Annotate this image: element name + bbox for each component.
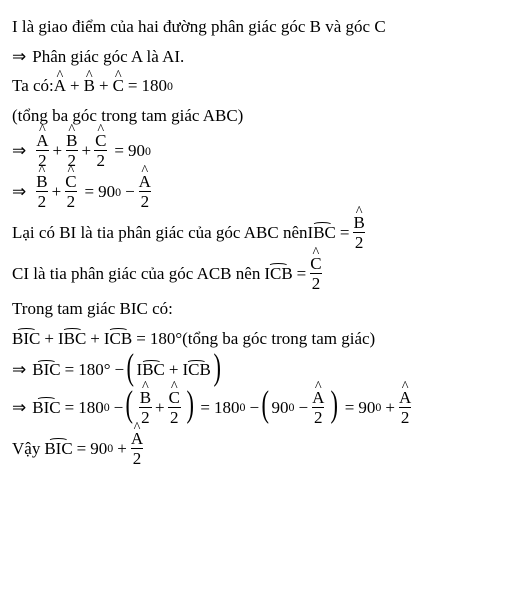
hat-IBC: IBC xyxy=(308,224,336,241)
val: 180° xyxy=(150,326,182,352)
op: + xyxy=(117,436,127,462)
op: − xyxy=(115,357,125,383)
hat-C: C xyxy=(113,77,124,94)
hat-ICB: ICB xyxy=(264,265,292,282)
frac: C 2 xyxy=(63,173,78,210)
hat-ICB: ICB xyxy=(104,330,132,347)
eq-line-7: Vậy BIC = 900 + A2 xyxy=(12,430,505,467)
op: + xyxy=(81,138,91,164)
hat-BIC: BIC xyxy=(32,361,60,378)
val: 180 xyxy=(142,73,168,99)
text: I là giao điểm của hai đường phân giác g… xyxy=(12,14,386,40)
op: + xyxy=(99,73,109,99)
text: Phân giác góc A là AI. xyxy=(32,44,184,70)
val: 90 xyxy=(128,138,145,164)
frac: B 2 xyxy=(34,173,49,210)
op: = xyxy=(200,395,210,421)
eq-line-1: Ta có: A + B + C = 1800 xyxy=(12,73,505,99)
text-line-5: CI là tia phân giác của góc ACB nên ICB … xyxy=(12,255,505,292)
op: = xyxy=(85,179,95,205)
op: + xyxy=(53,138,63,164)
text-line-4: Lại có BI là tia phân giác của góc ABC n… xyxy=(12,214,505,251)
hat-A: A xyxy=(54,77,66,94)
frac: C 2 xyxy=(308,255,323,292)
val: 180° xyxy=(78,357,110,383)
hat-B: B xyxy=(84,77,95,94)
text-line-6: Trong tam giác BIC có: xyxy=(12,296,505,322)
hat-BIC: BIC xyxy=(12,330,40,347)
val: 180 xyxy=(214,395,240,421)
text-line-3: (tổng ba góc trong tam giác ABC) xyxy=(12,103,505,129)
hat-BIC: BIC xyxy=(44,440,72,457)
op: + xyxy=(70,73,80,99)
frac: B 2 xyxy=(351,214,366,251)
text-line-2: ⇒ Phân giác góc A là AI. xyxy=(12,44,505,70)
text: Trong tam giác BIC có: xyxy=(12,296,173,322)
hat-IBC: IBC xyxy=(58,330,86,347)
eq-line-2: ⇒ A 2 + B 2 + C 2 = 900 xyxy=(12,132,505,169)
val: 90 xyxy=(98,179,115,205)
op: = xyxy=(114,138,124,164)
text: Lại có BI là tia phân giác của góc ABC n… xyxy=(12,220,308,246)
arrow: ⇒ xyxy=(12,179,26,205)
frac: C 2 xyxy=(93,132,108,169)
eq-line-4: BIC + IBC + ICB = 180° (tổng ba góc tron… xyxy=(12,326,505,352)
val: 180 xyxy=(78,395,104,421)
op: = xyxy=(128,73,138,99)
op: − xyxy=(249,395,259,421)
val: 90 xyxy=(90,436,107,462)
text: Ta có: xyxy=(12,73,54,99)
op: + xyxy=(385,395,395,421)
eq-line-6: ⇒ BIC = 1800 − ( B2 + C2 ) = 1800 − ( 90… xyxy=(12,389,505,426)
hat-BIC: BIC xyxy=(32,399,60,416)
text: CI là tia phân giác của góc ACB nên xyxy=(12,261,260,287)
arrow: ⇒ xyxy=(12,138,26,164)
text: (tổng ba góc trong tam giác) xyxy=(182,326,375,352)
op: = xyxy=(345,395,355,421)
text-line-1: I là giao điểm của hai đường phân giác g… xyxy=(12,14,505,40)
op: − xyxy=(114,395,124,421)
eq-line-3: ⇒ B 2 + C 2 = 900 − A 2 xyxy=(12,173,505,210)
val: 90 xyxy=(358,395,375,421)
paren-group: ( 900 − A2 ) xyxy=(259,389,341,426)
arrow: ⇒ xyxy=(12,44,26,70)
op: − xyxy=(125,179,135,205)
eq-line-5: ⇒ BIC = 180° − ( IBC + ICB ) xyxy=(12,355,505,385)
frac: A 2 xyxy=(137,173,153,210)
op: + xyxy=(52,179,62,205)
